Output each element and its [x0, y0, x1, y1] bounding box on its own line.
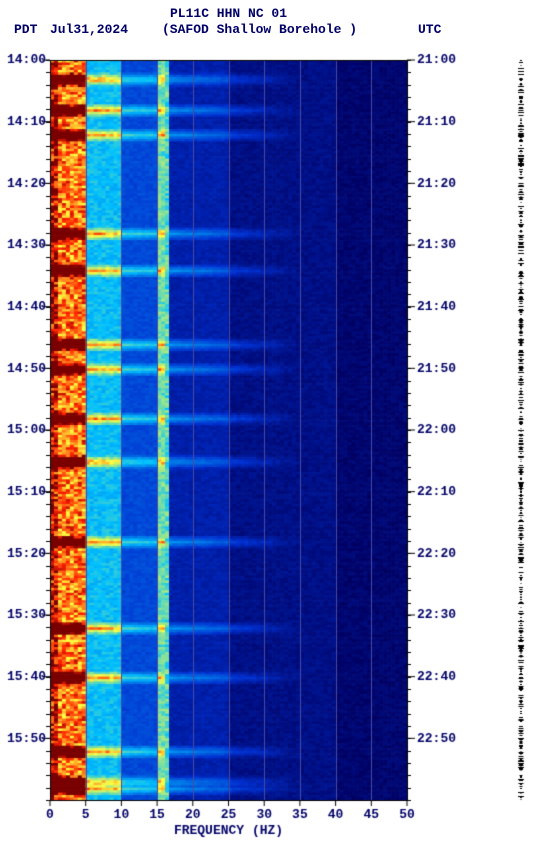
spectrogram-chart	[0, 0, 552, 864]
